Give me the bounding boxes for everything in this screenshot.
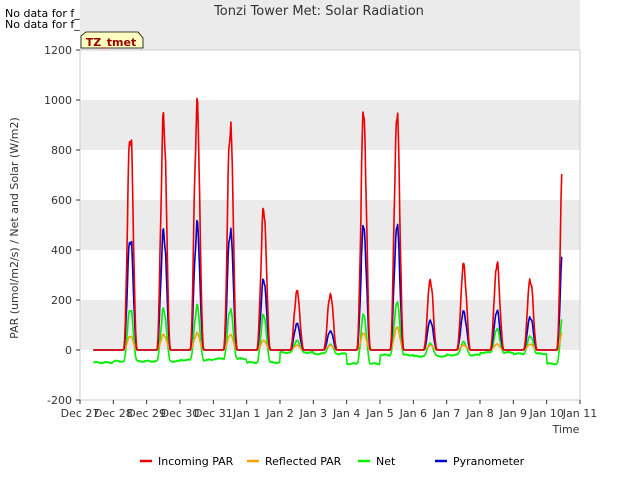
x-axis-label: Time — [552, 423, 580, 436]
grid-band — [80, 100, 580, 150]
y-axis-label: PAR (umol/m2/s) / Net and Solar (W/m2) — [8, 117, 21, 339]
tz-tmet-badge: TZ_tmet — [80, 31, 144, 49]
x-tick-label: Jan 9 — [499, 407, 527, 420]
x-tick-label: Dec 28 — [94, 407, 133, 420]
y-tick-label: 1000 — [44, 94, 72, 107]
x-tick-label: Dec 29 — [127, 407, 166, 420]
y-tick-label: 600 — [51, 194, 72, 207]
y-tick-label: -200 — [47, 394, 72, 407]
legend-label-net: Net — [376, 455, 396, 468]
y-tick-label: 1200 — [44, 44, 72, 57]
grid-band — [80, 0, 580, 50]
x-tick-label: Dec 27 — [61, 407, 100, 420]
x-tick-label: Jan 6 — [399, 407, 427, 420]
x-tick-label: Jan 11 — [562, 407, 597, 420]
x-tick-label: Jan 10 — [528, 407, 563, 420]
x-tick-label: Jan 7 — [432, 407, 460, 420]
series-line-incoming — [93, 97, 563, 351]
y-tick-label: 800 — [51, 144, 72, 157]
legend-label-incoming: Incoming PAR — [158, 455, 234, 468]
legend-label-pyranometer: Pyranometer — [453, 455, 525, 468]
x-tick-label: Jan 1 — [232, 407, 260, 420]
grid-band — [80, 300, 580, 350]
x-tick-label: Jan 8 — [465, 407, 493, 420]
legend: Incoming PAR Reflected PAR Net Pyranometer — [140, 455, 525, 468]
x-tick-label: Jan 3 — [299, 407, 327, 420]
x-tick-label: Dec 31 — [194, 407, 233, 420]
y-tick-label: 400 — [51, 244, 72, 257]
grid-band — [80, 200, 580, 250]
y-tick-label: 0 — [65, 344, 72, 357]
x-tick-label: Dec 30 — [161, 407, 200, 420]
plot-frame — [79, 49, 581, 401]
badge-label: TZ_tmet — [86, 36, 136, 49]
x-tick-label: Jan 4 — [332, 407, 360, 420]
y-tick-label: 200 — [51, 294, 72, 307]
x-tick-label: Jan 5 — [365, 407, 393, 420]
chart-title: Tonzi Tower Met: Solar Radiation — [213, 4, 424, 19]
legend-label-reflected: Reflected PAR — [265, 455, 342, 468]
x-tick-label: Jan 2 — [265, 407, 293, 420]
